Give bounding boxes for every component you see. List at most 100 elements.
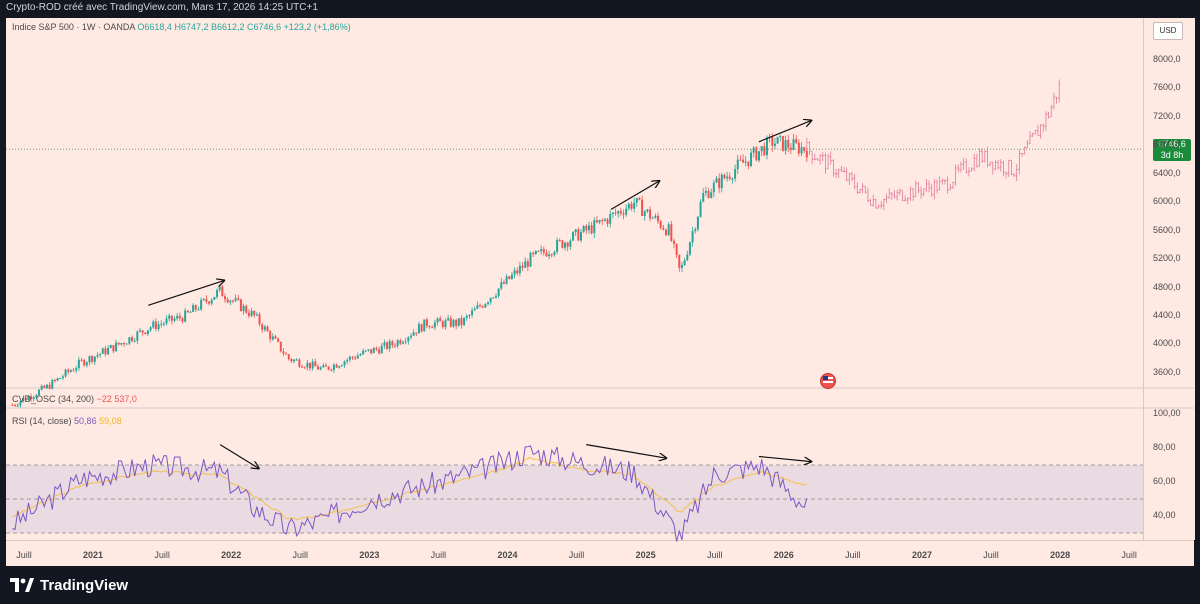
price-candle (80, 359, 83, 361)
time-tick-label: Juill (568, 550, 585, 560)
price-candle (505, 276, 508, 284)
change-value: +123,2 (+1,86%) (283, 22, 351, 32)
price-candle (518, 265, 521, 274)
tradingview-logo[interactable]: TradingView (10, 575, 128, 595)
price-candle (75, 368, 78, 371)
price-tick-label: 3600,0 (1153, 366, 1181, 377)
price-candle (702, 192, 705, 202)
price-candle (739, 159, 742, 161)
time-tick-label: 2024 (497, 550, 518, 560)
price-candle (348, 356, 351, 360)
price-candle (22, 398, 25, 402)
price-candle (218, 286, 221, 291)
price-candle (149, 327, 152, 331)
price-candle (707, 190, 710, 198)
brand-name: TradingView (40, 576, 129, 594)
price-scale[interactable] (1143, 18, 1195, 540)
price-candle (580, 232, 583, 241)
price-candle (529, 252, 532, 267)
price-candle (617, 211, 620, 214)
price-candle (484, 303, 487, 308)
price-candle (293, 359, 296, 362)
price-candle (378, 349, 381, 354)
footer-bar: TradingView (0, 566, 1200, 604)
price-candle (574, 229, 577, 233)
price-candle (237, 298, 240, 300)
price-candle (481, 306, 484, 308)
price-candle (781, 136, 784, 151)
time-scale[interactable] (6, 540, 1194, 567)
price-tick-label: 8000,0 (1153, 54, 1181, 64)
price-candle (678, 254, 681, 268)
price-candle (742, 159, 745, 163)
price-candle (38, 389, 41, 396)
price-candle (83, 359, 86, 366)
time-tick-label: Juill (983, 550, 999, 560)
price-candle (476, 305, 479, 309)
rsi-ma-line (12, 456, 807, 521)
price-candle (765, 137, 768, 156)
price-candle (223, 296, 226, 300)
price-candle (564, 242, 567, 248)
time-tick-label: 2026 (773, 550, 794, 560)
current-price-value: 6746,6 (1158, 139, 1186, 149)
price-candle (19, 401, 22, 406)
price-candle (287, 354, 290, 360)
price-candle (242, 305, 245, 312)
price-candle (696, 216, 699, 230)
price-candle (354, 357, 357, 359)
price-candle (231, 300, 234, 302)
price-candle (415, 332, 418, 334)
price-candle (123, 343, 126, 345)
price-candle (93, 356, 96, 362)
price-candle (409, 335, 412, 338)
current-price-label: 6746,6 3d 8h (1153, 139, 1191, 161)
price-candle (776, 136, 779, 144)
price-candle (582, 225, 585, 233)
price-candle (487, 302, 490, 304)
price-candle (558, 240, 561, 242)
price-candle (27, 396, 30, 401)
price-candle (532, 252, 535, 255)
price-candle (569, 240, 572, 247)
price-candle (572, 232, 575, 241)
price-candle (306, 362, 309, 368)
price-candle (763, 146, 766, 156)
price-candle (601, 219, 604, 221)
time-tick-label: 2025 (635, 550, 656, 560)
open-value: O6618,4 (137, 22, 172, 32)
cvd-name: CVD_OSC (34, 200) (12, 394, 95, 404)
price-candle (407, 337, 410, 342)
price-candle (131, 337, 134, 341)
price-candle (96, 355, 99, 357)
us-flag-event-icon[interactable] (820, 373, 836, 389)
price-candle (372, 347, 375, 354)
price-candle (590, 225, 593, 234)
price-candle (625, 208, 628, 215)
price-candle (43, 385, 46, 389)
annotation-arrow (586, 444, 666, 459)
price-candle (359, 354, 362, 356)
price-candle (141, 330, 144, 333)
price-candle (56, 378, 59, 381)
price-candle (686, 254, 689, 261)
price-tick-label: 4800,0 (1153, 281, 1181, 292)
price-candle (635, 197, 638, 203)
price-candle (176, 315, 179, 319)
price-candle (104, 348, 107, 355)
chart-area[interactable] (6, 18, 1143, 540)
price-candle (651, 217, 654, 219)
currency-button[interactable]: USD (1153, 22, 1183, 40)
price-candle (311, 361, 314, 369)
time-tick-label: 2021 (83, 550, 104, 560)
price-candle (492, 297, 495, 299)
price-candle (107, 348, 110, 355)
price-candle (431, 327, 434, 329)
price-candle (457, 318, 460, 326)
price-candle (691, 231, 694, 243)
price-candle (51, 379, 54, 389)
price-candle (356, 355, 359, 359)
price-candle (606, 219, 609, 224)
price-legend: Indice S&P 500 · 1W · OANDA O6618,4 H674… (12, 22, 351, 32)
